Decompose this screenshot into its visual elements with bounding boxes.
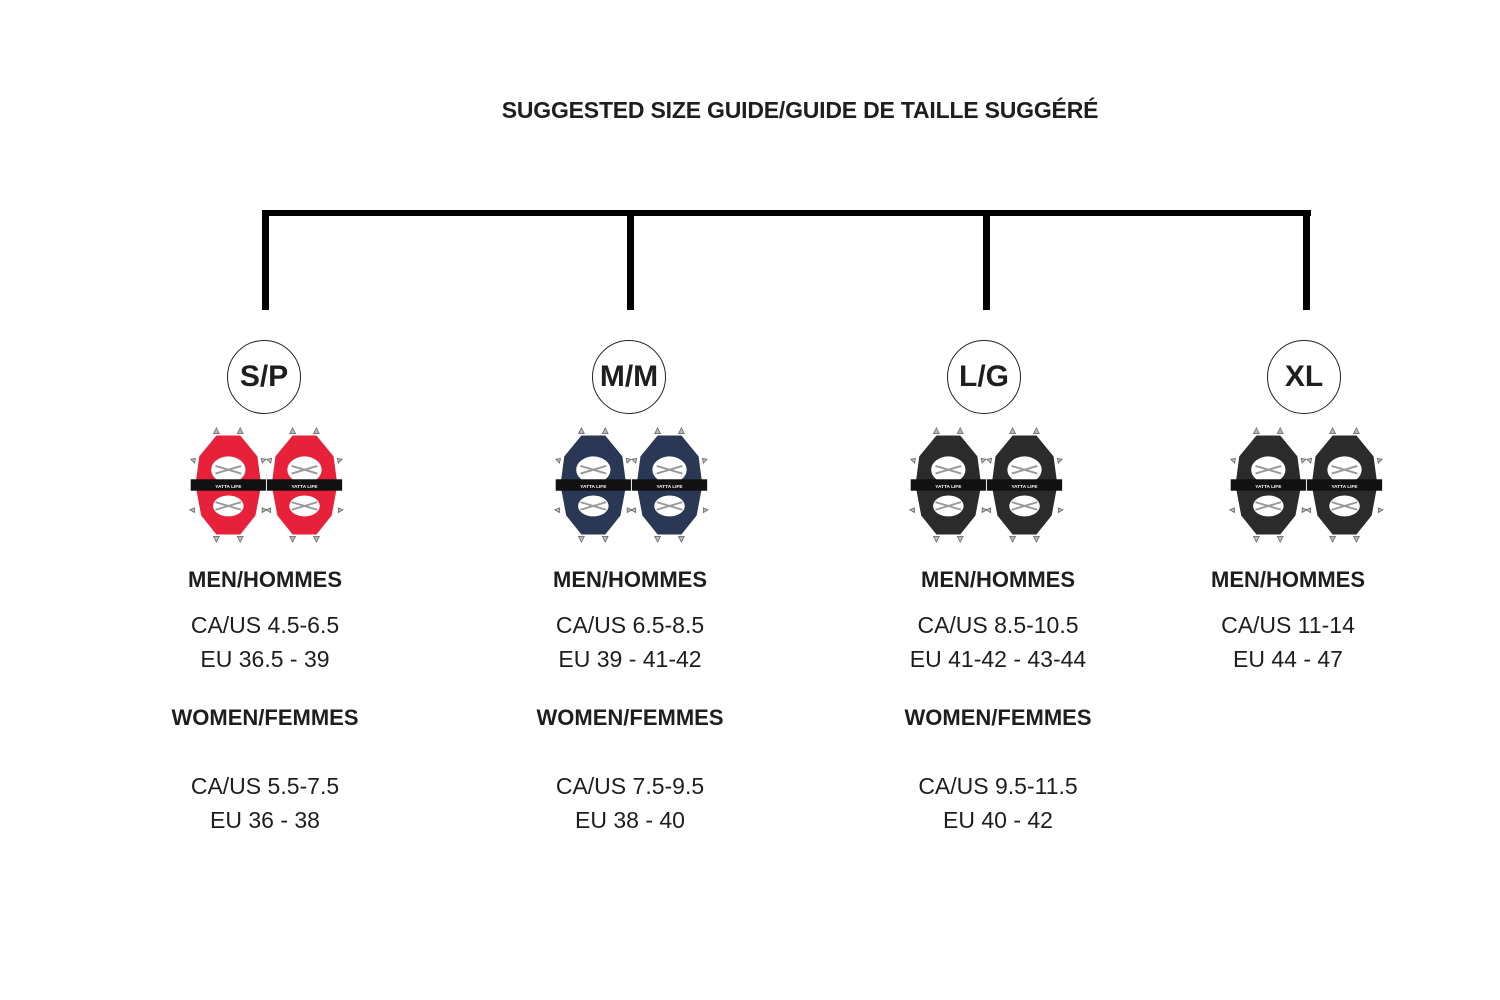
svg-text:YATTA LIFE: YATTA LIFE xyxy=(580,484,606,490)
size-badge: S/P xyxy=(227,340,301,414)
svg-text:YATTA LIFE: YATTA LIFE xyxy=(215,484,241,490)
size-badge: L/G xyxy=(947,340,1021,414)
women-heading: WOMEN/FEMMES xyxy=(904,705,1092,730)
men-heading: MEN/HOMMES xyxy=(921,567,1075,592)
women-eu-size: EU 40 - 42 xyxy=(943,807,1053,833)
men-heading: MEN/HOMMES xyxy=(188,567,342,592)
size-label: XL xyxy=(1284,360,1324,393)
men-eu-size: EU 44 - 47 xyxy=(1233,646,1343,672)
bracket-horizontal-line xyxy=(262,210,1311,216)
men-eu-size: EU 36.5 - 39 xyxy=(200,646,330,672)
men-heading: MEN/HOMMES xyxy=(1211,567,1365,592)
size-badge: XL xyxy=(1267,340,1341,414)
svg-text:YATTA LIFE: YATTA LIFE xyxy=(291,484,317,490)
crampon-pair-icon: YATTA LIFE YATTA LIFE xyxy=(553,427,709,543)
svg-text:YATTA LIFE: YATTA LIFE xyxy=(1255,484,1281,490)
svg-text:YATTA LIFE: YATTA LIFE xyxy=(1011,484,1037,490)
size-label: S/P xyxy=(239,360,289,393)
men-ca-us-size: CA/US 6.5-8.5 xyxy=(555,612,705,638)
women-ca-us-size: CA/US 9.5-11.5 xyxy=(918,773,1078,799)
men-ca-us-size: CA/US 11-14 xyxy=(1221,612,1355,638)
women-eu-size: EU 38 - 40 xyxy=(575,807,685,833)
bracket-branch-line xyxy=(262,210,269,310)
svg-text:YATTA LIFE: YATTA LIFE xyxy=(1331,484,1357,490)
women-heading: WOMEN/FEMMES xyxy=(171,705,359,730)
women-ca-us-size: CA/US 5.5-7.5 xyxy=(190,773,340,799)
page-title: SUGGESTED SIZE GUIDE/GUIDE DE TAILLE SUG… xyxy=(501,97,1099,123)
bracket-branch-line xyxy=(983,210,990,310)
men-eu-size: EU 41-42 - 43-44 xyxy=(909,646,1087,672)
size-label: L/G xyxy=(959,360,1009,393)
crampon-image: YATTA LIFE YATTA LIFE xyxy=(905,425,1065,545)
men-ca-us-size: CA/US 4.5-6.5 xyxy=(190,612,340,638)
women-heading: WOMEN/FEMMES xyxy=(536,705,724,730)
crampon-pair-icon: YATTA LIFE YATTA LIFE xyxy=(1228,427,1384,543)
crampon-image: YATTA LIFE YATTA LIFE xyxy=(185,425,345,545)
crampon-image: YATTA LIFE YATTA LIFE xyxy=(550,425,710,545)
bracket-branch-line xyxy=(627,210,634,310)
crampon-pair-icon: YATTA LIFE YATTA LIFE xyxy=(908,427,1064,543)
crampon-image: YATTA LIFE YATTA LIFE xyxy=(1225,425,1385,545)
women-ca-us-size: CA/US 7.5-9.5 xyxy=(555,773,705,799)
bracket-branch-line xyxy=(1303,210,1310,310)
svg-text:YATTA LIFE: YATTA LIFE xyxy=(656,484,682,490)
size-badge: M/M xyxy=(592,340,666,414)
crampon-pair-icon: YATTA LIFE YATTA LIFE xyxy=(188,427,344,543)
svg-text:YATTA LIFE: YATTA LIFE xyxy=(935,484,961,490)
men-heading: MEN/HOMMES xyxy=(553,567,707,592)
men-eu-size: EU 39 - 41-42 xyxy=(558,646,702,672)
size-label: M/M xyxy=(599,360,659,393)
women-eu-size: EU 36 - 38 xyxy=(210,807,320,833)
men-ca-us-size: CA/US 8.5-10.5 xyxy=(917,612,1079,638)
